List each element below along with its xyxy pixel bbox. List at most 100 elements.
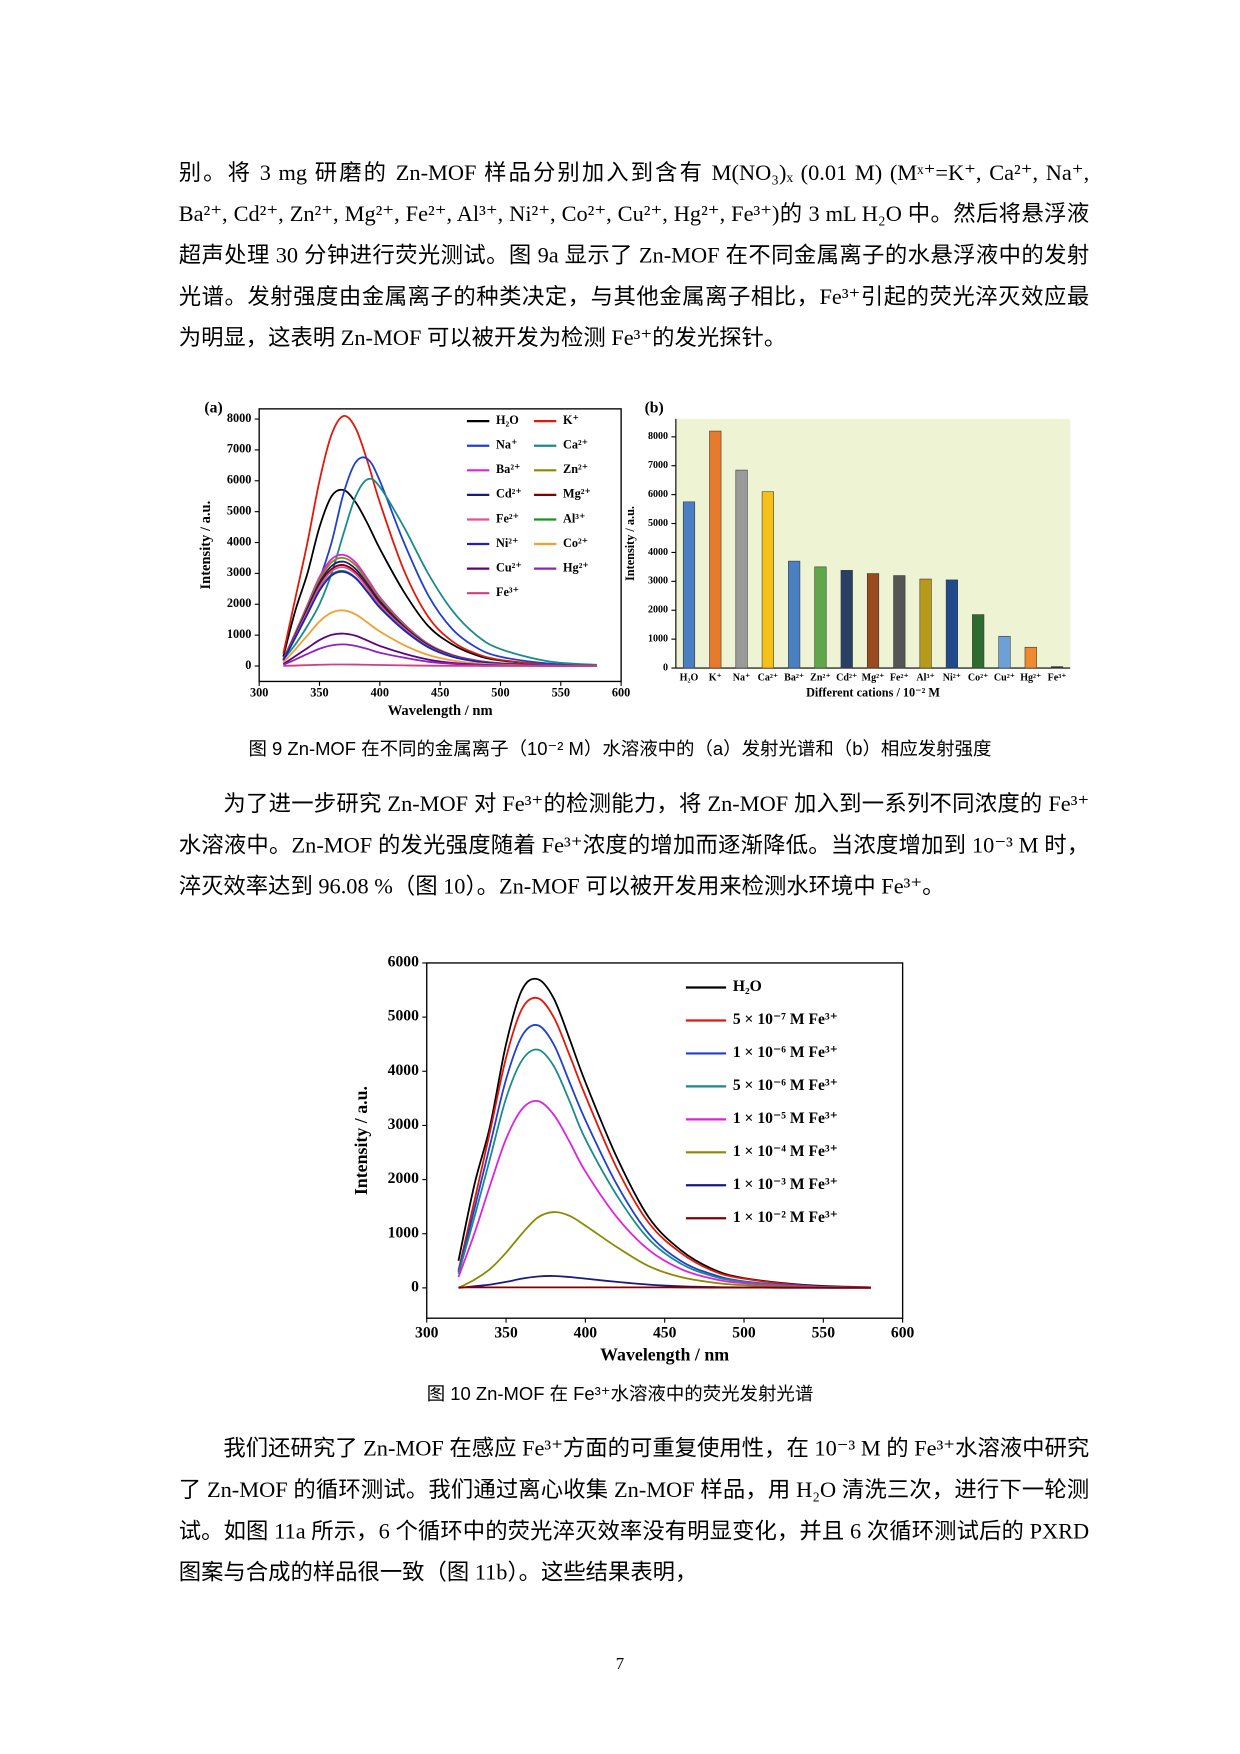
y-axis-label: Intensity / a.u. [351, 1086, 371, 1195]
legend-label: Ni²⁺ [496, 536, 518, 550]
legend-label: 1 × 10⁻⁴ M Fe³⁺ [733, 1143, 838, 1160]
x-axis-label: Wavelength / nm [388, 703, 493, 719]
panel-label: (a) [204, 399, 222, 416]
legend-label: Fe²⁺ [496, 511, 519, 525]
spectrum-line [282, 570, 597, 667]
x-tick-label: 600 [891, 1324, 915, 1341]
legend-label: Al³⁺ [563, 511, 585, 525]
bar [788, 560, 801, 669]
y-tick-label: 1000 [648, 633, 668, 644]
legend-label: Na⁺ [496, 438, 517, 452]
bar [709, 430, 722, 669]
category-label: Ca²⁺ [758, 672, 779, 683]
legend-label: 1 × 10⁻⁶ M Fe³⁺ [733, 1044, 838, 1061]
x-tick-label: 350 [310, 686, 328, 700]
y-tick-label: 3000 [648, 576, 668, 587]
y-tick-label: 5000 [388, 1008, 419, 1025]
spectrum-line [283, 663, 597, 667]
y-tick-label: 2000 [648, 605, 668, 616]
legend-label: K⁺ [563, 413, 579, 427]
category-label: Ba²⁺ [784, 672, 804, 683]
x-tick-label: 600 [612, 686, 630, 700]
y-tick-label: 8000 [227, 411, 252, 425]
paragraph: 别。将 3 mg 研磨的 Zn-MOF 样品分别加入到含有 M(NO₃)ₓ (0… [178, 160, 1090, 351]
legend-label: 1 × 10⁻⁵ M Fe³⁺ [733, 1110, 838, 1127]
spectrum-line [282, 488, 598, 667]
bar [761, 491, 774, 669]
paragraph: 我们还研究了 Zn-MOF 在感应 Fe³⁺方面的可重复使用性，在 10⁻³ M… [178, 1436, 1090, 1586]
y-tick-label: 6000 [648, 489, 668, 500]
bar [840, 570, 853, 669]
bar [1050, 666, 1064, 669]
page-number: 7 [615, 1655, 625, 1674]
legend-label: 1 × 10⁻² M Fe³⁺ [733, 1209, 838, 1226]
bar [866, 573, 880, 669]
panel-label: (b) [645, 399, 664, 416]
bar [998, 635, 1011, 669]
legend-label: Fe³⁺ [496, 585, 519, 599]
spectrum-line [457, 1024, 871, 1289]
x-tick-label: 500 [732, 1324, 756, 1341]
category-label: Mg²⁺ [862, 672, 885, 683]
figure-caption: 图 10 Zn-MOF 在 Fe³⁺水溶液中的荧光发射光谱 [426, 1384, 814, 1405]
legend-label: 5 × 10⁻⁶ M Fe³⁺ [733, 1077, 838, 1094]
category-label: Zn²⁺ [810, 672, 831, 683]
y-tick-label: 0 [663, 662, 668, 673]
legend-label: Zn²⁺ [563, 462, 588, 476]
x-tick-label: 400 [371, 686, 389, 700]
bar [682, 501, 696, 669]
y-tick-label: 7000 [648, 460, 668, 471]
spectrum-line [282, 566, 597, 667]
y-tick-label: 1000 [227, 627, 252, 641]
bar [893, 575, 906, 669]
legend-label: Mg²⁺ [563, 487, 591, 501]
spectrum-line [457, 1099, 871, 1289]
bar [972, 614, 985, 669]
spectrum-line [457, 1048, 871, 1289]
spectrum-line [458, 1211, 871, 1289]
y-tick-label: 0 [245, 658, 251, 672]
x-tick-label: 350 [494, 1324, 518, 1341]
legend-label: 1 × 10⁻³ M Fe³⁺ [733, 1176, 838, 1193]
y-tick-label: 6000 [227, 473, 252, 487]
x-axis-label: Different cations / 10⁻² M [806, 686, 940, 700]
legend-label: Hg²⁺ [563, 560, 589, 574]
category-label: Cd²⁺ [836, 672, 857, 683]
category-label: H₂O [680, 672, 699, 683]
paragraph: 为了进一步研究 Zn-MOF 对 Fe³⁺的检测能力，将 Zn-MOF 加入到一… [178, 792, 1090, 900]
x-tick-label: 400 [574, 1324, 598, 1341]
spectrum-line [282, 477, 598, 666]
category-label: Fe²⁺ [890, 672, 909, 683]
y-tick-label: 4000 [388, 1062, 419, 1079]
y-tick-label: 1000 [388, 1224, 419, 1241]
x-tick-label: 500 [491, 686, 509, 700]
spectrum-line [282, 414, 598, 667]
bar [945, 579, 958, 669]
category-label: Hg²⁺ [1020, 672, 1041, 683]
x-tick-label: 300 [415, 1324, 439, 1341]
x-tick-label: 300 [250, 686, 268, 700]
y-axis-label: Intensity / a.u. [198, 501, 214, 590]
figure-caption: 图 9 Zn-MOF 在不同的金属离子（10⁻² M）水溶液中的（a）发射光谱和… [248, 739, 992, 760]
y-tick-label: 8000 [648, 431, 668, 442]
legend-label: H₂O [733, 978, 762, 995]
spectrum-line [282, 609, 597, 667]
legend-label: Ba²⁺ [496, 462, 520, 476]
category-label: Al³⁺ [916, 672, 934, 683]
y-tick-label: 2000 [388, 1170, 419, 1187]
y-tick-label: 5000 [648, 518, 668, 529]
y-tick-label: 4000 [227, 534, 252, 548]
bar [814, 566, 827, 669]
legend-label: Cd²⁺ [496, 487, 522, 501]
spectrum-line [282, 643, 597, 667]
legend-label: H₂O [496, 413, 519, 427]
category-label: Na⁺ [733, 672, 751, 683]
x-axis-label: Wavelength / nm [600, 1344, 729, 1364]
category-label: Ni²⁺ [943, 672, 961, 683]
y-tick-label: 0 [411, 1278, 419, 1295]
y-tick-label: 2000 [227, 596, 252, 610]
x-tick-label: 450 [653, 1324, 677, 1341]
